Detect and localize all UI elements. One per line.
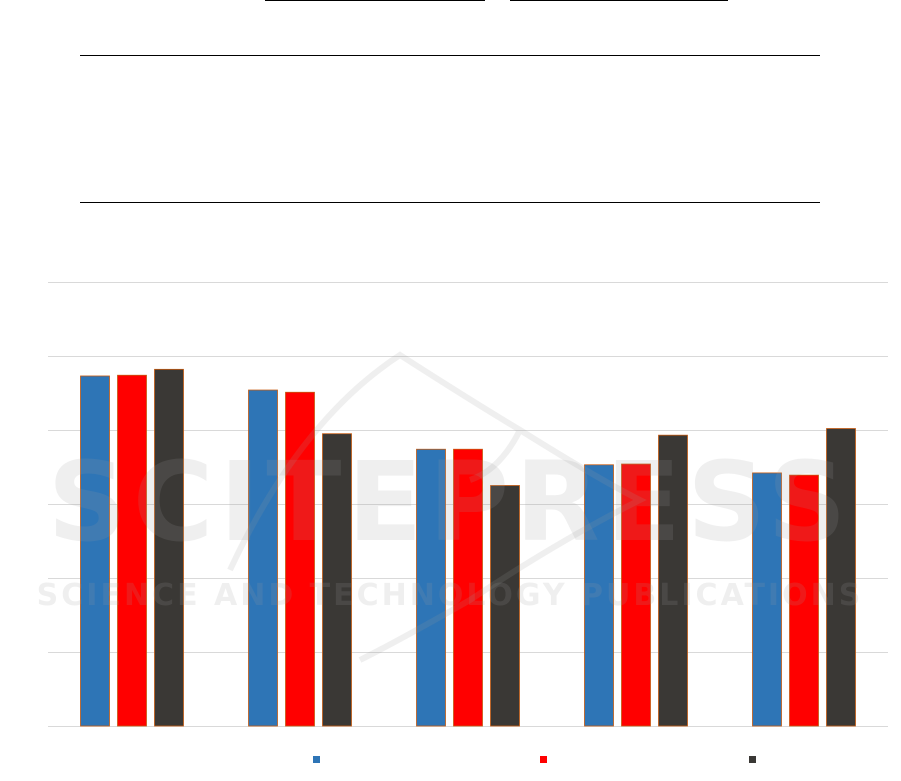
legend-item-2 <box>540 756 553 763</box>
bar-series1-cat3 <box>416 448 446 727</box>
bar-series1-cat5 <box>752 472 782 727</box>
bar-series <box>80 368 856 727</box>
legend-item-1 <box>313 756 326 763</box>
legend-swatch <box>540 756 547 763</box>
bar-series2-cat2 <box>285 391 315 727</box>
bar-series1-cat2 <box>248 389 278 727</box>
bar-series2-cat1 <box>117 374 147 727</box>
table-bottom-rule <box>80 202 820 203</box>
table-top-rule <box>80 55 820 56</box>
header-rule-right <box>510 0 728 1</box>
bar-series2-cat3 <box>453 448 483 727</box>
bar-series3-cat1 <box>154 368 184 727</box>
bar-series3-cat3 <box>490 485 520 727</box>
legend-swatch <box>313 756 320 763</box>
bar-series2-cat5 <box>789 474 819 727</box>
bar-series1-cat1 <box>80 375 110 727</box>
grid-lines <box>48 282 888 727</box>
chart-legend <box>0 756 901 776</box>
bar-series3-cat5 <box>826 428 856 727</box>
legend-swatch <box>749 756 756 763</box>
legend-item-3 <box>749 756 762 763</box>
bar-series2-cat4 <box>621 463 651 727</box>
bar-series3-cat2 <box>322 433 352 727</box>
bar-series3-cat4 <box>658 434 688 727</box>
header-rule-left <box>265 0 485 1</box>
bar-series1-cat4 <box>584 464 614 727</box>
